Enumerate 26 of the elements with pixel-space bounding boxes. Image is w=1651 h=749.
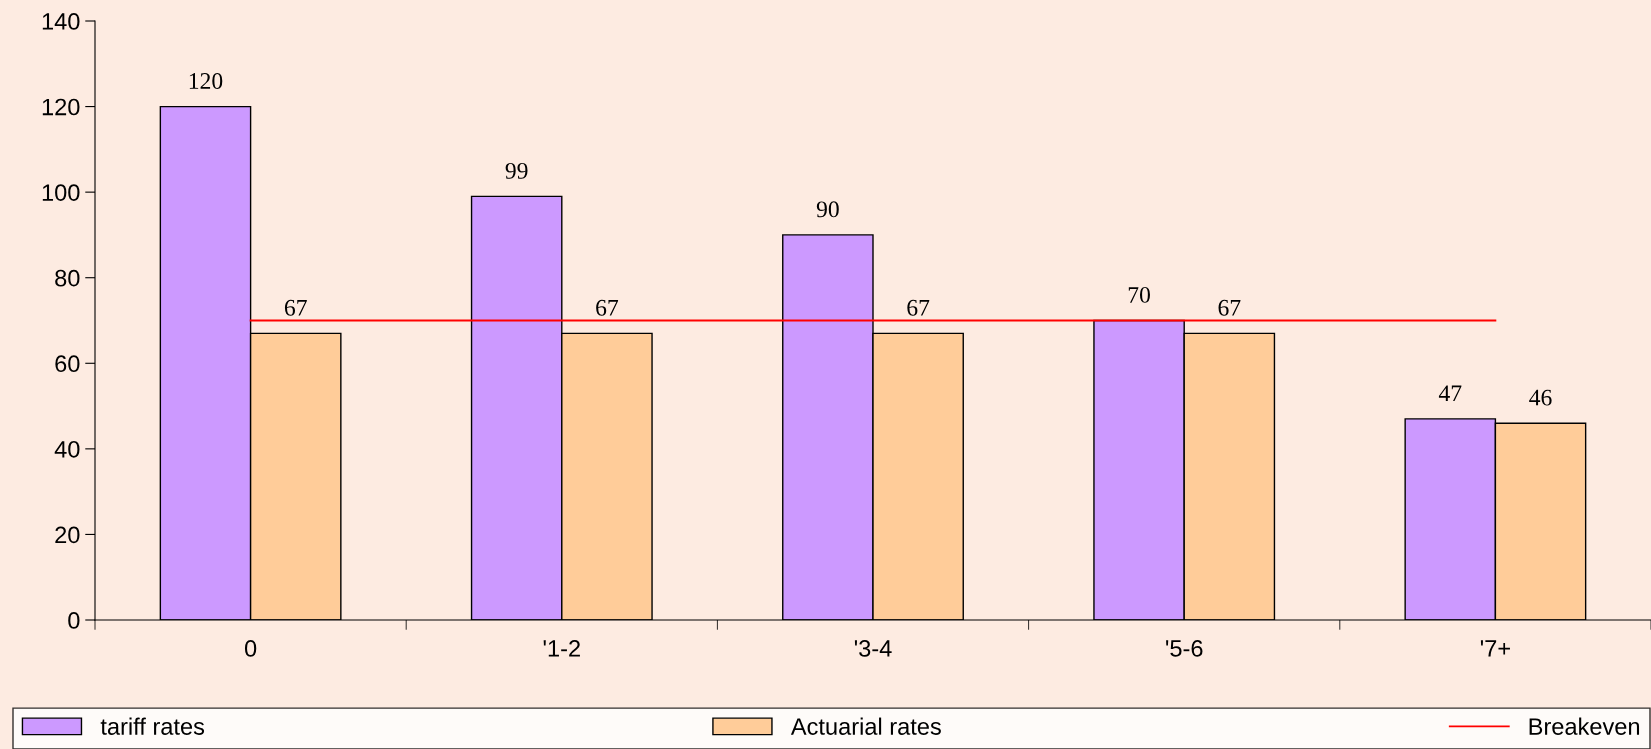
y-tick-label: 100 (42, 184, 80, 201)
data-label: 67 (1218, 299, 1241, 316)
x-tick-label: '7+ (1480, 640, 1510, 657)
y-tick-label: 20 (55, 526, 80, 544)
y-tick-label: 60 (55, 355, 80, 373)
legend-label: Breakeven (1529, 717, 1640, 735)
x-tick-label: '5-6 (1166, 640, 1203, 657)
y-tick-label: 40 (54, 440, 80, 458)
legend-label: Actuarial rates (790, 717, 941, 735)
y-tick-label: 140 (42, 13, 80, 30)
x-tick-label: '3-4 (854, 640, 892, 657)
data-label: 67 (596, 299, 619, 316)
x-tick-label: '1-2 (543, 640, 580, 657)
x-tick-label: 0 (244, 640, 257, 657)
data-label: 70 (1128, 286, 1150, 303)
y-tick-label: 0 (68, 612, 80, 629)
data-label: 67 (284, 299, 307, 316)
data-label: 47 (1438, 385, 1462, 402)
data-label: 67 (907, 299, 930, 316)
data-label: 90 (816, 201, 839, 218)
data-label: 99 (505, 162, 528, 179)
data-label: 120 (189, 73, 223, 89)
legend-label: tariff rates (100, 717, 205, 735)
y-tick-label: 80 (55, 269, 80, 287)
y-tick-label: 120 (42, 98, 80, 116)
data-label: 46 (1529, 389, 1552, 406)
